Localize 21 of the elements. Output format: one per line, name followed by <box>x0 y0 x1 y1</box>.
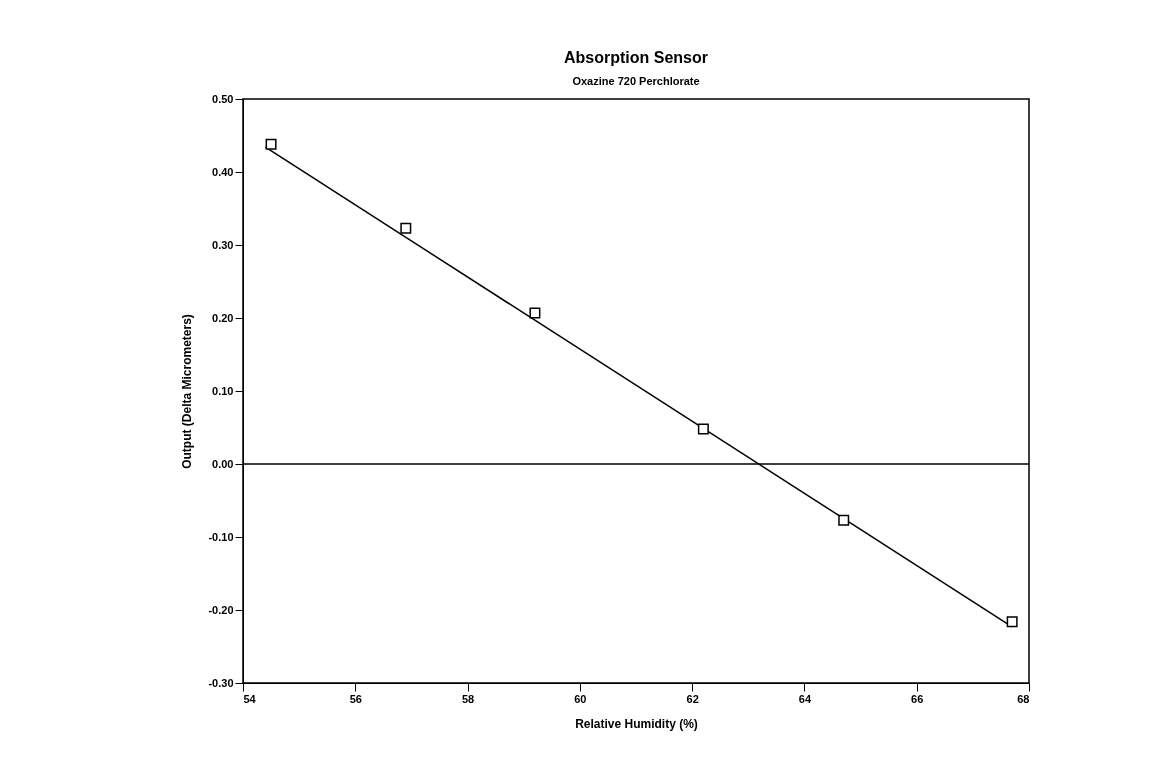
y-tick-label: -0.20 <box>208 603 234 616</box>
x-tick-label: 58 <box>461 692 475 705</box>
y-tick-label: 0.00 <box>212 457 234 470</box>
y-tick-label: -0.10 <box>208 530 234 543</box>
y-axis-title: Output (Delta Micrometers) <box>180 314 195 469</box>
x-axis-title: Relative Humidity (%) <box>575 716 698 731</box>
x-tick-label: 64 <box>798 692 812 705</box>
x-tick-label: 60 <box>574 692 587 705</box>
x-tick-label: 66 <box>911 692 924 705</box>
x-tick-label: 62 <box>686 692 699 705</box>
y-tick-label: 0.30 <box>212 238 234 251</box>
x-tick-label: 56 <box>349 692 362 705</box>
y-tick-label: 0.20 <box>212 311 234 324</box>
chart-subtitle: Oxazine 720 Perchlorate <box>572 75 700 87</box>
y-tick-label: 0.10 <box>212 384 234 397</box>
y-tick-label: 0.40 <box>212 165 234 178</box>
chart-title: Absorption Sensor <box>563 49 709 66</box>
x-tick-label: 54 <box>243 692 257 705</box>
y-tick-label: -0.30 <box>208 676 234 689</box>
x-tick-label: 68 <box>1017 692 1030 705</box>
y-tick-label: 0.50 <box>212 92 234 105</box>
